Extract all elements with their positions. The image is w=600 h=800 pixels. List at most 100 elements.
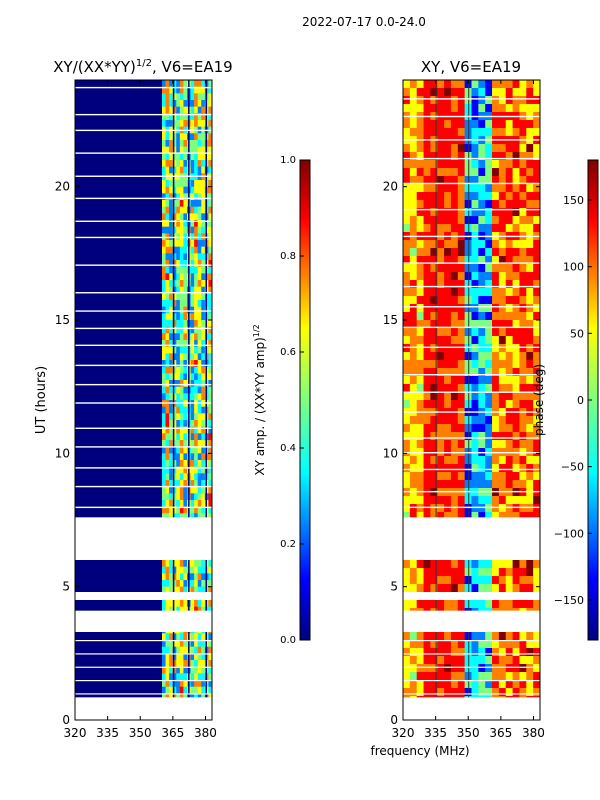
phase-cell (478, 240, 486, 249)
flagged-line (403, 693, 540, 695)
phase-cell (403, 168, 411, 177)
amplitude-cell (161, 186, 167, 194)
phase-cell (485, 512, 493, 521)
amplitude-cell (183, 586, 188, 594)
amplitude-cell (179, 313, 184, 321)
amplitude-cell (176, 333, 181, 341)
phase-cell (437, 480, 445, 489)
phase-cell (478, 184, 486, 193)
phase-cell (437, 640, 445, 649)
amplitude-cell (179, 280, 184, 288)
phase-cell (512, 296, 520, 305)
phase-cell (485, 352, 493, 361)
amplitude-cell (179, 453, 184, 461)
phase-cell (498, 496, 507, 505)
amplitude-cell (201, 606, 206, 614)
phase-cell (512, 568, 520, 577)
amplitude-frame (74, 79, 213, 721)
amplitude-cell (172, 600, 177, 608)
x-tick-label: 365 (489, 726, 512, 740)
phase-cell (526, 328, 534, 337)
amplitude-cell (197, 373, 202, 381)
amplitude-cell (169, 100, 174, 108)
phase-cell (505, 472, 514, 481)
x-tick-label: 380 (194, 726, 217, 740)
phase-cell (450, 288, 459, 297)
phase-cell (505, 648, 514, 657)
phase-cell (409, 320, 418, 329)
amplitude-cell (179, 373, 184, 381)
flagged-line (403, 98, 540, 100)
phase-cell (519, 432, 527, 441)
amplitude-cell (208, 100, 212, 108)
phase-cb-tick-label: −50 (561, 461, 584, 474)
amplitude-cell (190, 680, 195, 688)
phase-cell (430, 280, 438, 289)
phase-cell (450, 88, 459, 97)
amplitude-cell (176, 640, 181, 648)
phase-cell (409, 392, 418, 401)
amplitude-cell (179, 633, 184, 641)
phase-cell (457, 104, 466, 113)
phase-cell (505, 88, 514, 97)
phase-cell (485, 640, 493, 649)
phase-cell (492, 288, 500, 297)
phase-cell (430, 184, 438, 193)
amplitude-cell (194, 226, 199, 234)
amplitude-cell (183, 413, 188, 421)
amplitude-cell (169, 106, 174, 114)
phase-cell (457, 208, 466, 217)
amplitude-cell (201, 326, 206, 334)
amplitude-cell (161, 166, 167, 174)
phase-cell (416, 144, 425, 153)
phase-cell (457, 176, 466, 185)
amplitude-cell (194, 393, 199, 401)
amplitude-cell (165, 646, 170, 654)
phase-cell (457, 344, 466, 353)
phase-cell (444, 176, 452, 185)
amplitude-cell (176, 426, 181, 434)
dark-channel (435, 80, 437, 720)
phase-cell (430, 320, 438, 329)
phase-cell (526, 560, 534, 569)
amplitude-cell (176, 120, 181, 128)
phase-cell (416, 248, 425, 257)
phase-cell (423, 248, 431, 257)
phase-cell (416, 496, 425, 505)
amplitude-cell (183, 673, 188, 681)
amplitude-cell (194, 673, 199, 681)
phase-cell (485, 560, 493, 569)
phase-cell (526, 168, 534, 177)
phase-cell (533, 176, 540, 185)
amplitude-cell (165, 146, 170, 154)
phase-cell (471, 480, 479, 489)
phase-cell (533, 368, 540, 377)
amplitude-cell (208, 353, 212, 361)
flagged-line (75, 680, 212, 682)
y-tick-label: 20 (383, 180, 398, 194)
phase-cell (478, 256, 486, 265)
amplitude-cell (201, 220, 206, 228)
phase-cell (416, 688, 425, 697)
amplitude-cell (169, 340, 174, 348)
amplitude-cell (197, 566, 202, 574)
amplitude-cell (165, 426, 170, 434)
phase-cell (471, 568, 479, 577)
phase-cell (498, 88, 507, 97)
phase-cell (512, 88, 520, 97)
phase-cell (519, 464, 527, 473)
phase-cell (485, 96, 493, 105)
phase-cell (526, 656, 534, 665)
amplitude-cell (190, 506, 195, 514)
phase-cell (457, 192, 466, 201)
phase-cell (437, 120, 445, 129)
amplitude-cell (190, 633, 195, 641)
amplitude-cell (194, 606, 199, 614)
phase-cell (409, 384, 418, 393)
phase-cell (403, 264, 411, 273)
phase-cell (485, 480, 493, 489)
flagged-gap (75, 610, 212, 632)
phase-cell (526, 416, 534, 425)
amplitude-cell (179, 220, 184, 228)
amplitude-cell (201, 493, 206, 501)
